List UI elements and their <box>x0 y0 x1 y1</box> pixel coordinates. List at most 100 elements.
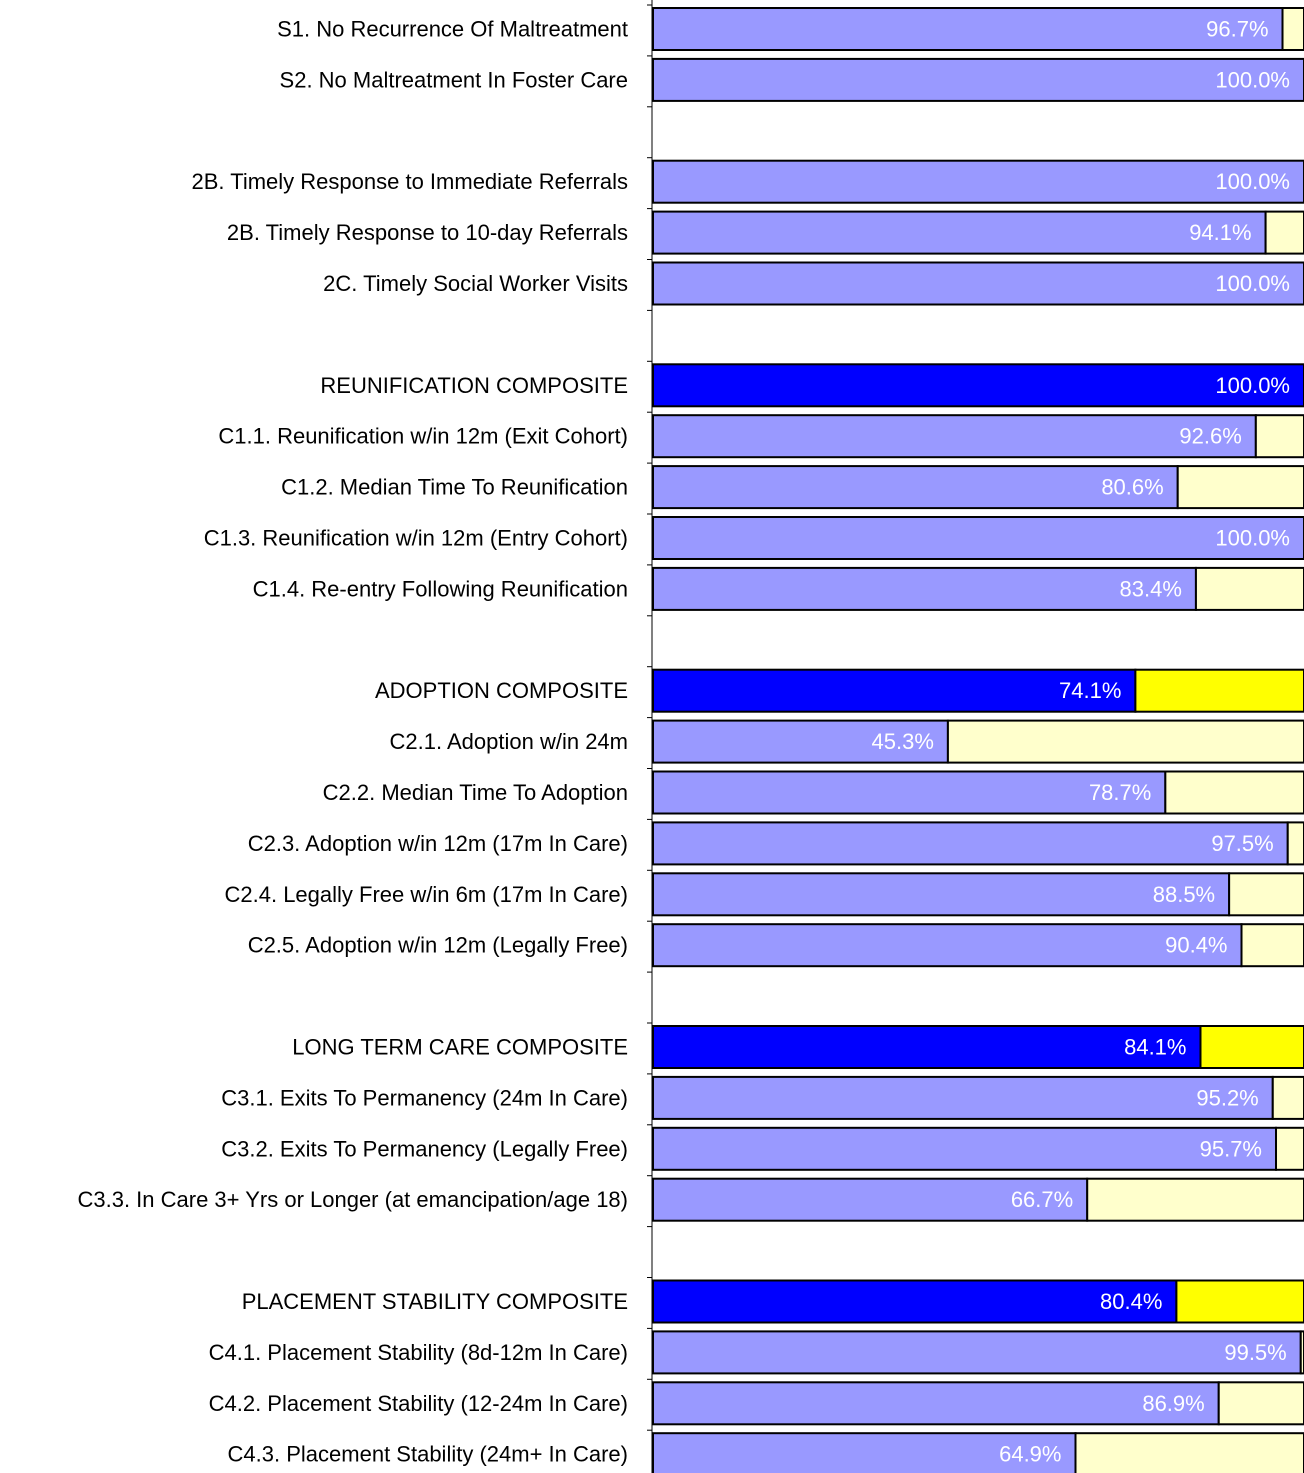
data-label: 97.5% <box>1211 831 1273 856</box>
category-label: C4.2. Placement Stability (12-24m In Car… <box>209 1391 628 1416</box>
category-label: C2.3. Adoption w/in 12m (17m In Care) <box>248 831 628 856</box>
data-label: 94.1% <box>1189 220 1251 245</box>
data-label: 95.7% <box>1200 1136 1262 1161</box>
measure-value-bar <box>652 414 1257 459</box>
measure-remainder-bar <box>1217 1381 1304 1426</box>
measure-row: C3.3. In Care 3+ Yrs or Longer (at emanc… <box>77 1177 1304 1222</box>
measure-row: C2.2. Median Time To Adoption 78.7% <box>323 770 1304 815</box>
composite-row: PLACEMENT STABILITY COMPOSITE 80.4% <box>242 1279 1304 1324</box>
measure-value-bar <box>652 7 1284 51</box>
measure-row: C2.4. Legally Free w/in 6m (17m In Care)… <box>225 872 1304 917</box>
composite-row: ADOPTION COMPOSITE 74.1% <box>375 668 1304 713</box>
data-label: 45.3% <box>872 729 934 754</box>
category-label: C3.2. Exits To Permanency (Legally Free) <box>221 1136 628 1161</box>
measure-value-bar <box>652 516 1304 560</box>
data-label: 78.7% <box>1089 780 1151 805</box>
composite-row: LONG TERM CARE COMPOSITE 84.1% <box>292 1025 1304 1069</box>
data-label: 80.6% <box>1101 475 1163 500</box>
measure-value-bar <box>652 1330 1302 1375</box>
measure-row: C1.1. Reunification w/in 12m (Exit Cohor… <box>218 414 1304 459</box>
category-label: S1. No Recurrence Of Maltreatment <box>277 17 628 42</box>
category-label: C4.1. Placement Stability (8d-12m In Car… <box>209 1340 628 1365</box>
data-label: 96.7% <box>1206 17 1268 42</box>
composite-row: REUNIFICATION COMPOSITE 100.0% <box>320 363 1304 408</box>
data-label: 83.4% <box>1120 576 1182 601</box>
measure-value-bar <box>652 1381 1220 1426</box>
measure-row: C3.2. Exits To Permanency (Legally Free)… <box>221 1126 1304 1171</box>
category-label: C1.4. Re-entry Following Reunification <box>253 576 628 601</box>
category-label: C4.3. Placement Stability (24m+ In Care) <box>228 1442 628 1467</box>
measure-remainder-bar <box>946 719 1304 764</box>
measure-row: C4.1. Placement Stability (8d-12m In Car… <box>209 1330 1304 1375</box>
measure-remainder-bar <box>1240 923 1304 968</box>
measure-value-bar <box>652 1126 1278 1171</box>
composite-remainder-bar <box>1134 668 1304 713</box>
measure-row: S2. No Maltreatment In Foster Care 100.0% <box>280 57 1304 102</box>
measure-row: C1.3. Reunification w/in 12m (Entry Coho… <box>204 516 1304 560</box>
measure-remainder-bar <box>1254 414 1304 459</box>
measure-row: C2.5. Adoption w/in 12m (Legally Free) 90… <box>248 923 1304 968</box>
measure-value-bar <box>652 210 1267 255</box>
category-label: S2. No Maltreatment In Foster Care <box>280 67 628 92</box>
category-label: C2.4. Legally Free w/in 6m (17m In Care) <box>225 882 629 907</box>
measure-remainder-bar <box>1194 566 1304 611</box>
data-label: 80.4% <box>1100 1289 1162 1314</box>
category-label: C2.1. Adoption w/in 24m <box>390 729 628 754</box>
data-label: 84.1% <box>1124 1035 1186 1060</box>
category-label: C3.1. Exits To Permanency (24m In Care) <box>221 1085 628 1110</box>
data-label: 100.0% <box>1215 169 1290 194</box>
category-label: 2B. Timely Response to Immediate Referra… <box>191 169 628 194</box>
composite-remainder-bar <box>1199 1025 1304 1069</box>
measure-row: C1.2. Median Time To Reunification 80.6% <box>281 465 1304 510</box>
measure-value-bar <box>652 465 1179 510</box>
category-axis-ticks <box>647 4 652 1431</box>
measure-row: C1.4. Re-entry Following Reunification 83… <box>253 566 1304 611</box>
measure-value-bar <box>652 1075 1274 1120</box>
measure-value-bar <box>652 57 1304 102</box>
measure-row: C2.3. Adoption w/in 12m (17m In Care) 97.… <box>248 821 1304 866</box>
data-label: 66.7% <box>1011 1187 1073 1212</box>
measure-value-bar <box>652 872 1231 917</box>
measure-remainder-bar <box>1228 872 1304 917</box>
category-label: REUNIFICATION COMPOSITE <box>320 373 628 398</box>
measure-remainder-bar <box>1264 210 1304 255</box>
measure-value-bar <box>652 159 1304 204</box>
category-label: C1.1. Reunification w/in 12m (Exit Cohor… <box>218 424 628 449</box>
bars-group: S1. No Recurrence Of Maltreatment 96.7% S2… <box>77 7 1304 1473</box>
measure-row: C4.3. Placement Stability (24m+ In Care)… <box>228 1432 1304 1473</box>
composite-value-bar <box>652 1025 1202 1069</box>
composite-value-bar <box>652 363 1304 408</box>
data-label: 86.9% <box>1142 1391 1204 1416</box>
data-label: 100.0% <box>1215 67 1290 92</box>
category-label: C1.3. Reunification w/in 12m (Entry Coho… <box>204 526 628 551</box>
category-label: C3.3. In Care 3+ Yrs or Longer (at emanc… <box>77 1187 628 1212</box>
data-label: 100.0% <box>1215 373 1290 398</box>
measure-row: S1. No Recurrence Of Maltreatment 96.7% <box>277 7 1304 51</box>
category-label: LONG TERM CARE COMPOSITE <box>292 1035 628 1060</box>
measure-value-bar <box>652 1432 1077 1473</box>
category-label: 2C. Timely Social Worker Visits <box>323 271 628 296</box>
measure-remainder-bar <box>1074 1432 1304 1473</box>
data-label: 95.2% <box>1196 1085 1258 1110</box>
measure-value-bar <box>652 261 1304 306</box>
measure-value-bar <box>652 923 1243 968</box>
measure-remainder-bar <box>1286 821 1304 866</box>
measure-remainder-bar <box>1275 1126 1304 1171</box>
measure-row: C3.1. Exits To Permanency (24m In Care) 9… <box>221 1075 1304 1120</box>
measure-remainder-bar <box>1176 465 1304 510</box>
data-label: 92.6% <box>1179 424 1241 449</box>
measure-remainder-bar <box>1271 1075 1304 1120</box>
data-label: 74.1% <box>1059 678 1121 703</box>
data-label: 64.9% <box>999 1442 1061 1467</box>
measure-row: 2B. Timely Response to 10-day Referrals 9… <box>227 210 1304 255</box>
category-label: 2B. Timely Response to 10-day Referrals <box>227 220 628 245</box>
category-label: C1.2. Median Time To Reunification <box>281 475 628 500</box>
data-label: 88.5% <box>1153 882 1215 907</box>
category-label: C2.2. Median Time To Adoption <box>323 780 628 805</box>
data-label: 100.0% <box>1215 526 1290 551</box>
measure-value-bar <box>652 566 1197 611</box>
measure-remainder-bar <box>1086 1177 1304 1222</box>
data-label: 100.0% <box>1215 271 1290 296</box>
composite-value-bar <box>652 1279 1178 1324</box>
